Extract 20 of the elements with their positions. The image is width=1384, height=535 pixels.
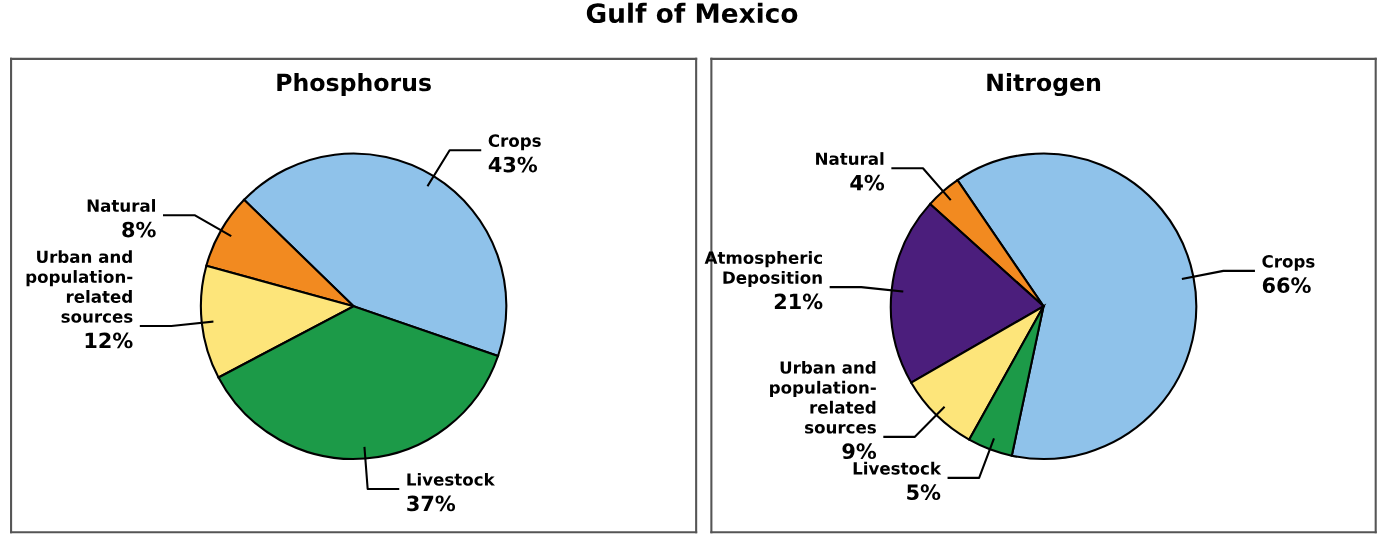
slice-label: Livestock: [407, 472, 495, 486]
data-label: 43%: [488, 156, 538, 173]
chart-title: Phosphorus: [277, 73, 431, 96]
data-label: 21%: [774, 293, 823, 310]
slice-label: Natural: [87, 199, 155, 212]
slice-label: Urban and population- related sources: [26, 250, 133, 323]
slice-label: Natural: [816, 152, 884, 166]
data-label: 12%: [85, 332, 133, 349]
slice-label: Crops: [1262, 255, 1315, 271]
text: Gulf of Mexico: [586, 2, 798, 24]
data-label: 66%: [1262, 277, 1311, 294]
data-label: 5%: [907, 484, 941, 501]
slice-label: Livestock: [853, 461, 942, 475]
slice-label: Crops: [488, 134, 541, 151]
data-label: 37%: [407, 495, 456, 512]
slice-label: Urban and population- related sources: [770, 360, 876, 434]
data-label: 9%: [842, 443, 877, 460]
chart-title: Nitrogen: [987, 73, 1101, 97]
data-label: 4%: [850, 174, 885, 191]
data-label: 8%: [122, 221, 156, 238]
